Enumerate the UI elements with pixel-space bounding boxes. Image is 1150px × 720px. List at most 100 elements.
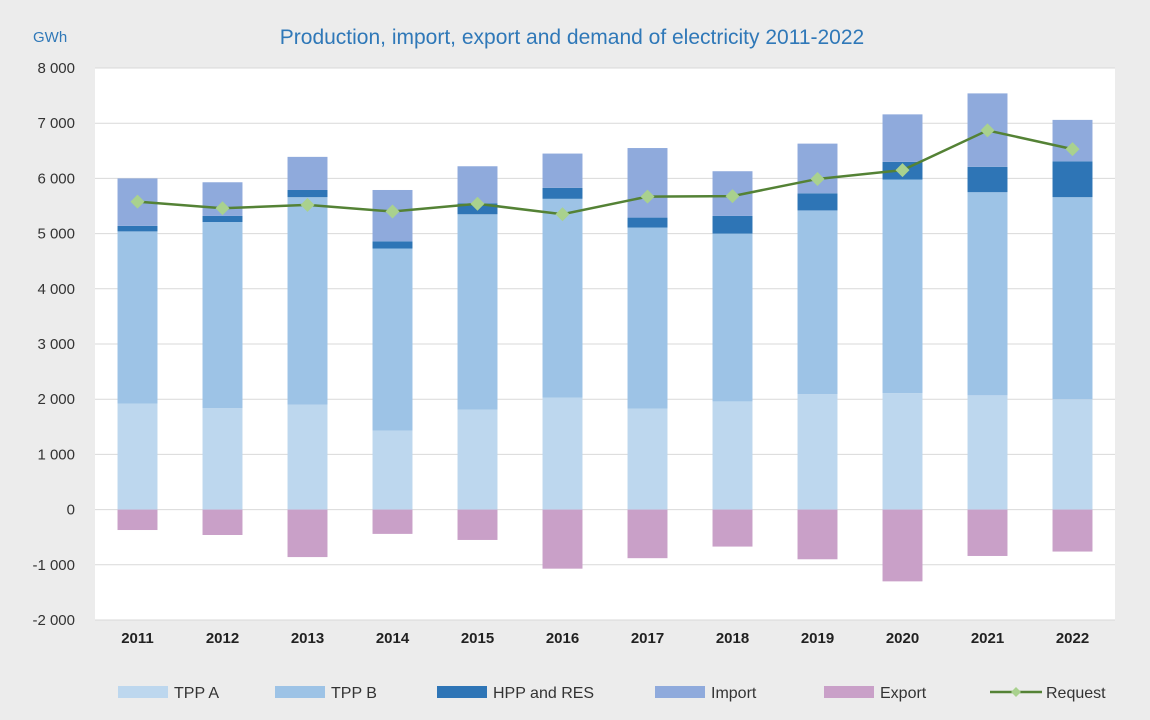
bar-tpp-a-2019 — [797, 394, 838, 510]
legend-label: TPP B — [331, 685, 377, 702]
bar-import-2020 — [882, 114, 923, 162]
bar-hpp-and-res-2016 — [542, 187, 583, 199]
request-point-2014 — [385, 204, 400, 219]
bar-export-2020 — [882, 509, 923, 582]
y-tick-label: 6 000 — [37, 170, 75, 187]
x-tick-label: 2011 — [121, 630, 154, 647]
bar-tpp-a-2022 — [1052, 399, 1093, 510]
request-point-2017 — [640, 189, 655, 204]
y-tick-label: 1 000 — [37, 446, 75, 463]
bar-tpp-b-2018 — [712, 233, 753, 402]
legend: TPP A TPP B HPP and RES Import Export Request — [118, 685, 1106, 702]
bar-tpp-a-2011 — [117, 403, 158, 510]
bar-tpp-a-2015 — [457, 409, 498, 510]
bar-export-2016 — [542, 509, 583, 569]
chart-title: Production, import, export and demand of… — [280, 26, 864, 49]
bar-export-2011 — [117, 509, 158, 531]
legend-label: HPP and RES — [493, 685, 594, 702]
bar-tpp-b-2013 — [287, 197, 328, 405]
bar-hpp-and-res-2019 — [797, 193, 838, 211]
x-tick-label: 2018 — [716, 630, 749, 647]
bar-tpp-a-2012 — [202, 408, 243, 510]
x-tick-label: 2021 — [971, 630, 1004, 647]
request-point-2018 — [725, 189, 740, 204]
bar-tpp-b-2012 — [202, 222, 243, 409]
bar-export-2017 — [627, 509, 668, 559]
y-axis-ticks: -2 000 -1 000 0 1 000 2 000 3 000 4 000 5 000 6 … — [32, 60, 75, 629]
y-unit-label: GWh — [33, 29, 67, 46]
bar-hpp-and-res-2014 — [372, 241, 413, 249]
bar-hpp-and-res-2013 — [287, 189, 328, 198]
bar-export-2019 — [797, 509, 838, 560]
bar-tpp-a-2016 — [542, 397, 583, 510]
bar-tpp-a-2018 — [712, 401, 753, 510]
x-tick-label: 2014 — [376, 630, 410, 647]
request-point-2022 — [1065, 142, 1080, 157]
legend-label: Request — [1046, 685, 1106, 702]
bar-tpp-b-2011 — [117, 231, 158, 404]
bar-hpp-and-res-2012 — [202, 215, 243, 223]
bar-export-2018 — [712, 509, 753, 547]
bar-tpp-a-2014 — [372, 430, 413, 510]
bar-export-2022 — [1052, 509, 1093, 552]
bar-tpp-b-2017 — [627, 227, 668, 409]
bar-tpp-a-2017 — [627, 408, 668, 510]
legend-swatch-tpp-b — [275, 686, 325, 698]
request-point-2021 — [980, 123, 995, 138]
bar-import-2016 — [542, 153, 583, 188]
x-tick-label: 2013 — [291, 630, 324, 647]
x-tick-label: 2022 — [1056, 630, 1089, 647]
bar-export-2015 — [457, 509, 498, 540]
legend-label: Export — [880, 685, 927, 702]
bar-tpp-a-2020 — [882, 393, 923, 510]
bar-tpp-a-2021 — [967, 395, 1008, 510]
bar-tpp-b-2022 — [1052, 197, 1093, 400]
legend-label: Import — [711, 685, 757, 702]
bar-stacks — [117, 93, 1093, 582]
x-tick-label: 2016 — [546, 630, 579, 647]
request-line-series — [130, 123, 1080, 222]
bar-export-2012 — [202, 509, 243, 535]
x-tick-label: 2020 — [886, 630, 919, 647]
gridlines — [95, 67, 1115, 621]
x-tick-label: 2012 — [206, 630, 239, 647]
bar-tpp-b-2021 — [967, 192, 1008, 396]
bar-export-2021 — [967, 509, 1008, 556]
bar-export-2014 — [372, 509, 413, 534]
bar-tpp-b-2014 — [372, 248, 413, 431]
bar-import-2017 — [627, 148, 668, 218]
legend-swatch-export — [824, 686, 874, 698]
legend-label: TPP A — [174, 685, 219, 702]
request-point-2012 — [215, 201, 230, 216]
x-tick-label: 2015 — [461, 630, 494, 647]
bar-hpp-and-res-2017 — [627, 217, 668, 228]
bar-tpp-b-2016 — [542, 198, 583, 398]
bar-tpp-b-2019 — [797, 210, 838, 395]
bar-hpp-and-res-2021 — [967, 166, 1008, 193]
y-tick-label: 8 000 — [37, 60, 75, 77]
request-point-2013 — [300, 197, 315, 212]
legend-swatch-hpp-and-res — [437, 686, 487, 698]
y-tick-label: 2 000 — [37, 391, 75, 408]
y-tick-label: 3 000 — [37, 336, 75, 353]
y-tick-label: -2 000 — [32, 612, 75, 629]
request-point-2016 — [555, 207, 570, 222]
request-line — [137, 129, 1073, 216]
bar-tpp-b-2020 — [882, 179, 923, 394]
bar-tpp-b-2015 — [457, 214, 498, 410]
bar-import-2013 — [287, 156, 328, 190]
x-tick-label: 2019 — [801, 630, 834, 647]
request-point-2015 — [470, 196, 485, 211]
legend-swatch-import — [655, 686, 705, 698]
y-tick-label: 5 000 — [37, 226, 75, 243]
request-point-2019 — [810, 171, 825, 186]
y-tick-label: 4 000 — [37, 281, 75, 298]
bar-export-2013 — [287, 509, 328, 558]
legend-swatch-request-marker — [1011, 687, 1021, 697]
x-tick-label: 2017 — [631, 630, 664, 647]
bar-hpp-and-res-2018 — [712, 215, 753, 234]
y-tick-label: -1 000 — [32, 557, 75, 574]
x-axis-ticks: 2011 2012 2013 2014 2015 2016 2017 2018 2019 2020… — [121, 630, 1089, 647]
